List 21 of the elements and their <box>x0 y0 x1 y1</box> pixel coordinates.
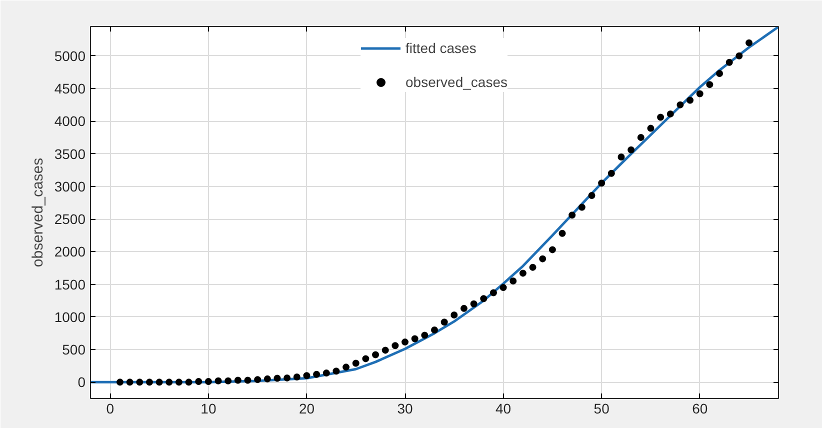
x-tick-label: 50 <box>594 400 610 416</box>
y-tick-label: 4500 <box>54 80 86 96</box>
y-tick-label: 2500 <box>54 211 86 228</box>
y-axis-title: observed_cases <box>29 158 46 268</box>
x-tick-label: 20 <box>298 400 315 416</box>
y-tick-label: 4000 <box>54 113 86 130</box>
y-tick-label: 0 <box>78 374 86 390</box>
y-tick-label: 2000 <box>54 244 86 260</box>
x-tick-label: 0 <box>106 400 114 416</box>
x-tick-label: 30 <box>397 400 414 416</box>
y-tick-label: 1500 <box>54 276 86 292</box>
legend-label: observed_cases <box>406 74 508 90</box>
y-tick-label: 500 <box>62 342 86 358</box>
x-tick-label: 60 <box>692 400 708 416</box>
y-tick-label: 3000 <box>54 178 86 194</box>
x-tick-label: 40 <box>496 400 512 416</box>
y-tick-label: 3500 <box>54 146 86 162</box>
legend-label: fitted cases <box>406 40 476 56</box>
x-tick-label: 10 <box>200 400 216 416</box>
y-tick-label: 1000 <box>54 308 86 325</box>
y-tick-label: 5000 <box>54 48 86 64</box>
